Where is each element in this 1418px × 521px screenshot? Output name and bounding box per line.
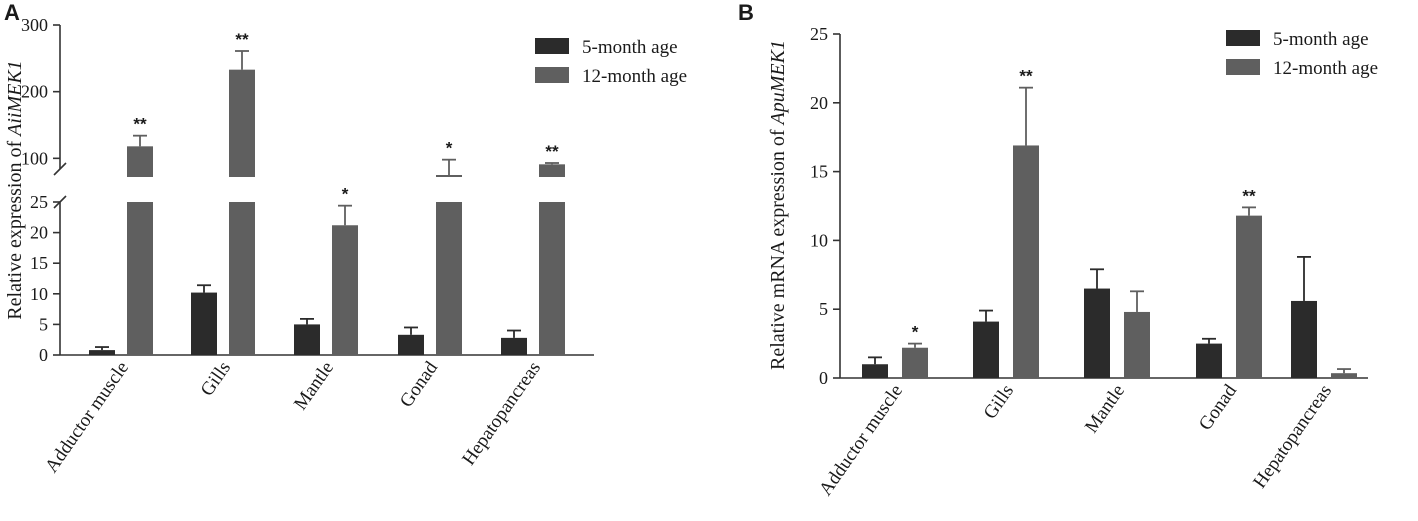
panel-b-bar-0-4 — [1291, 300, 1317, 378]
panel-a-bar-0-0 — [89, 350, 115, 355]
panel-b-sig-1-1: ** — [1019, 67, 1033, 86]
panel-a-y-tick-label-upper-1: 200 — [21, 82, 48, 102]
panel-b-bar-0-1 — [973, 321, 999, 378]
panel-a-bar-1-4 — [539, 164, 565, 177]
panel-a-bar-1-3-lower-part — [436, 202, 462, 355]
panel-b-x-tick-label-2: Mantle — [1081, 381, 1129, 437]
panel-b-bar-0-2 — [1084, 288, 1110, 378]
panel-a-sig-1-0: ** — [133, 115, 147, 134]
panel-a-legend: 5-month age 12-month age — [535, 37, 687, 87]
panel-b-legend-swatch-1 — [1226, 59, 1260, 75]
panel-b-y-tick-label-3: 15 — [810, 162, 828, 182]
panel-b-legend-label-1: 12-month age — [1273, 58, 1378, 79]
panel-a-letter: A — [4, 0, 20, 25]
panel-a-bar-0-4 — [501, 337, 527, 355]
panel-a-y-tick-label-lower-0: 0 — [39, 345, 48, 365]
panel-b-bar-0-0 — [862, 364, 888, 378]
panel-a-y-axis-label-gene: AiiMEK1 — [4, 60, 26, 138]
panel-b-x-tick-label-0: Adductor muscle — [815, 381, 907, 500]
panel-b-legend-label-0: 5-month age — [1273, 29, 1369, 50]
panel-b-sig-1-0: * — [912, 323, 919, 342]
panel-b-y-tick-label-2: 10 — [810, 230, 828, 250]
panel-b-y-axis-label-gene: ApuMEK1 — [767, 40, 789, 126]
panel-a-bar-1-1 — [229, 69, 255, 177]
panel-a-bar-1-3 — [436, 175, 462, 177]
panel-a-sig-1-4: ** — [545, 142, 559, 161]
panel-a-bar-1-0-lower-part — [127, 202, 153, 355]
panel-b-legend-swatch-0 — [1226, 30, 1260, 46]
panel-b-sig-1-3: ** — [1242, 186, 1256, 205]
panel-a-y-axis-label-prefix: Relative expression of — [4, 136, 26, 320]
panel-a-sig-1-2: * — [342, 185, 349, 204]
panel-a-bar-0-2 — [294, 324, 320, 355]
panel-b-x-tick-label-3: Gonad — [1195, 380, 1242, 434]
panel-b-y-axis-label-prefix: Relative mRNA expression of — [767, 124, 789, 370]
panel-a-legend-label-0: 5-month age — [582, 37, 678, 58]
panel-a-bar-0-3 — [398, 334, 424, 355]
panel-a-y-tick-label-upper-2: 300 — [21, 15, 48, 35]
panel-a: A Relative expression of AiiMEK1 0 5 10 15 2… — [4, 0, 687, 477]
panel-b-y-tick-label-1: 5 — [819, 299, 828, 319]
panel-b-legend: 5-month age 12-month age — [1226, 29, 1378, 79]
panel-a-y-tick-label-upper-0: 100 — [21, 148, 48, 168]
panel-b-bar-1-3 — [1236, 215, 1262, 378]
panel-a-bar-1-2 — [332, 225, 358, 355]
panel-b-bar-1-4 — [1331, 373, 1357, 378]
panel-a-y-tick-label-lower-2: 10 — [30, 284, 48, 304]
panel-b-y-tick-label-4: 20 — [810, 93, 828, 113]
panel-a-sig-1-1: ** — [235, 30, 249, 49]
panel-a-bar-0-1 — [191, 292, 217, 355]
panel-a-x-tick-label-0: Adductor muscle — [41, 358, 133, 477]
panel-a-y-tick-label-lower-4: 20 — [30, 223, 48, 243]
panel-a-x-tick-label-3: Gonad — [396, 357, 443, 411]
panel-a-y-tick-label-lower-5: 25 — [30, 192, 48, 212]
panel-b-bar-0-3 — [1196, 343, 1222, 378]
panel-a-legend-label-1: 12-month age — [582, 66, 687, 87]
panel-a-x-tick-label-4: Hepatopancreas — [458, 358, 545, 469]
panel-a-legend-swatch-0 — [535, 38, 569, 54]
panel-b: B Relative mRNA expression of ApuMEK1 0 5… — [738, 0, 1378, 500]
panel-a-sig-1-3: * — [446, 139, 453, 158]
panel-a-legend-swatch-1 — [535, 67, 569, 83]
panel-a-y-tick-label-lower-3: 15 — [30, 253, 48, 273]
panel-a-bar-1-1-lower-part — [229, 202, 255, 355]
panel-b-bar-1-2 — [1124, 311, 1150, 378]
panel-a-x-tick-label-1: Gills — [197, 358, 235, 400]
panel-a-bar-1-0 — [127, 146, 153, 177]
panel-b-bar-1-0 — [902, 347, 928, 378]
panel-b-x-tick-label-4: Hepatopancreas — [1249, 381, 1336, 492]
panel-b-y-axis-label: Relative mRNA expression of ApuMEK1 — [767, 40, 789, 370]
panel-b-y-tick-label-5: 25 — [810, 24, 828, 44]
panel-a-y-axis-label: Relative expression of AiiMEK1 — [4, 60, 26, 319]
panel-b-bar-1-1 — [1013, 145, 1039, 378]
panel-b-letter: B — [738, 0, 754, 25]
panel-a-axis-break-mark-upper — [53, 162, 67, 176]
panel-a-x-tick-label-2: Mantle — [290, 358, 338, 414]
panel-a-bar-1-4-lower-part — [539, 202, 565, 355]
panel-b-y-tick-label-0: 0 — [819, 368, 828, 388]
panel-a-y-tick-label-lower-1: 5 — [39, 314, 48, 334]
panel-b-x-tick-label-1: Gills — [980, 381, 1018, 423]
